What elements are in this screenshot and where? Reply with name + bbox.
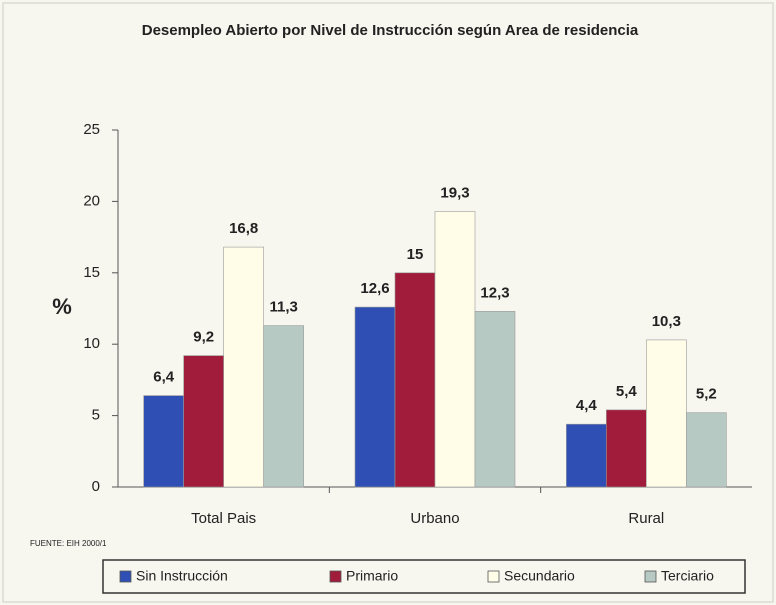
y-tick-label: 25	[83, 121, 100, 138]
legend-swatch	[119, 570, 132, 583]
legend-box	[102, 559, 746, 594]
y-tick-label: 20	[83, 192, 100, 209]
value-label: 11,3	[269, 299, 297, 316]
bar	[394, 272, 436, 488]
y-tick-label: 10	[83, 335, 100, 352]
bar	[686, 412, 727, 488]
legend-label: Sin Instrucción	[136, 568, 228, 584]
y-axis-label: %	[52, 294, 72, 319]
legend-label: Secundario	[504, 568, 575, 584]
bar	[606, 409, 647, 488]
bar	[354, 306, 396, 488]
value-label: 12,6	[360, 280, 389, 297]
value-label: 5,4	[616, 383, 638, 400]
bar	[566, 423, 607, 488]
y-tick-label: 5	[92, 407, 100, 424]
value-label: 15	[407, 246, 424, 263]
bar	[143, 395, 184, 488]
value-label: 4,4	[576, 397, 598, 414]
value-label: 6,4	[153, 369, 175, 386]
bar	[434, 211, 476, 488]
chart-title: Desempleo Abierto por Nivel de Instrucci…	[141, 22, 639, 39]
value-label: 16,8	[229, 220, 258, 237]
y-tick-label: 15	[83, 264, 100, 281]
x-tick-label: Urbano	[410, 510, 459, 527]
bar	[646, 339, 687, 488]
legend-label: Terciario	[661, 568, 714, 584]
value-label: 12,3	[480, 284, 509, 301]
bar	[183, 355, 224, 488]
legend-swatch	[329, 570, 342, 583]
value-label: 9,2	[193, 329, 214, 346]
y-tick-label: 0	[92, 478, 100, 495]
source-note: FUENTE: EIH 2000/1	[30, 539, 107, 548]
value-label: 19,3	[440, 184, 469, 201]
bar	[263, 325, 304, 488]
legend-label: Primario	[346, 568, 398, 584]
value-label: 5,2	[696, 386, 717, 403]
bar	[223, 246, 264, 488]
bar	[474, 311, 516, 488]
legend-swatch	[487, 570, 500, 583]
legend-swatch	[644, 570, 657, 583]
x-tick-label: Rural	[628, 510, 664, 527]
value-label: 10,3	[652, 313, 681, 330]
x-tick-label: Total Pais	[191, 510, 256, 527]
